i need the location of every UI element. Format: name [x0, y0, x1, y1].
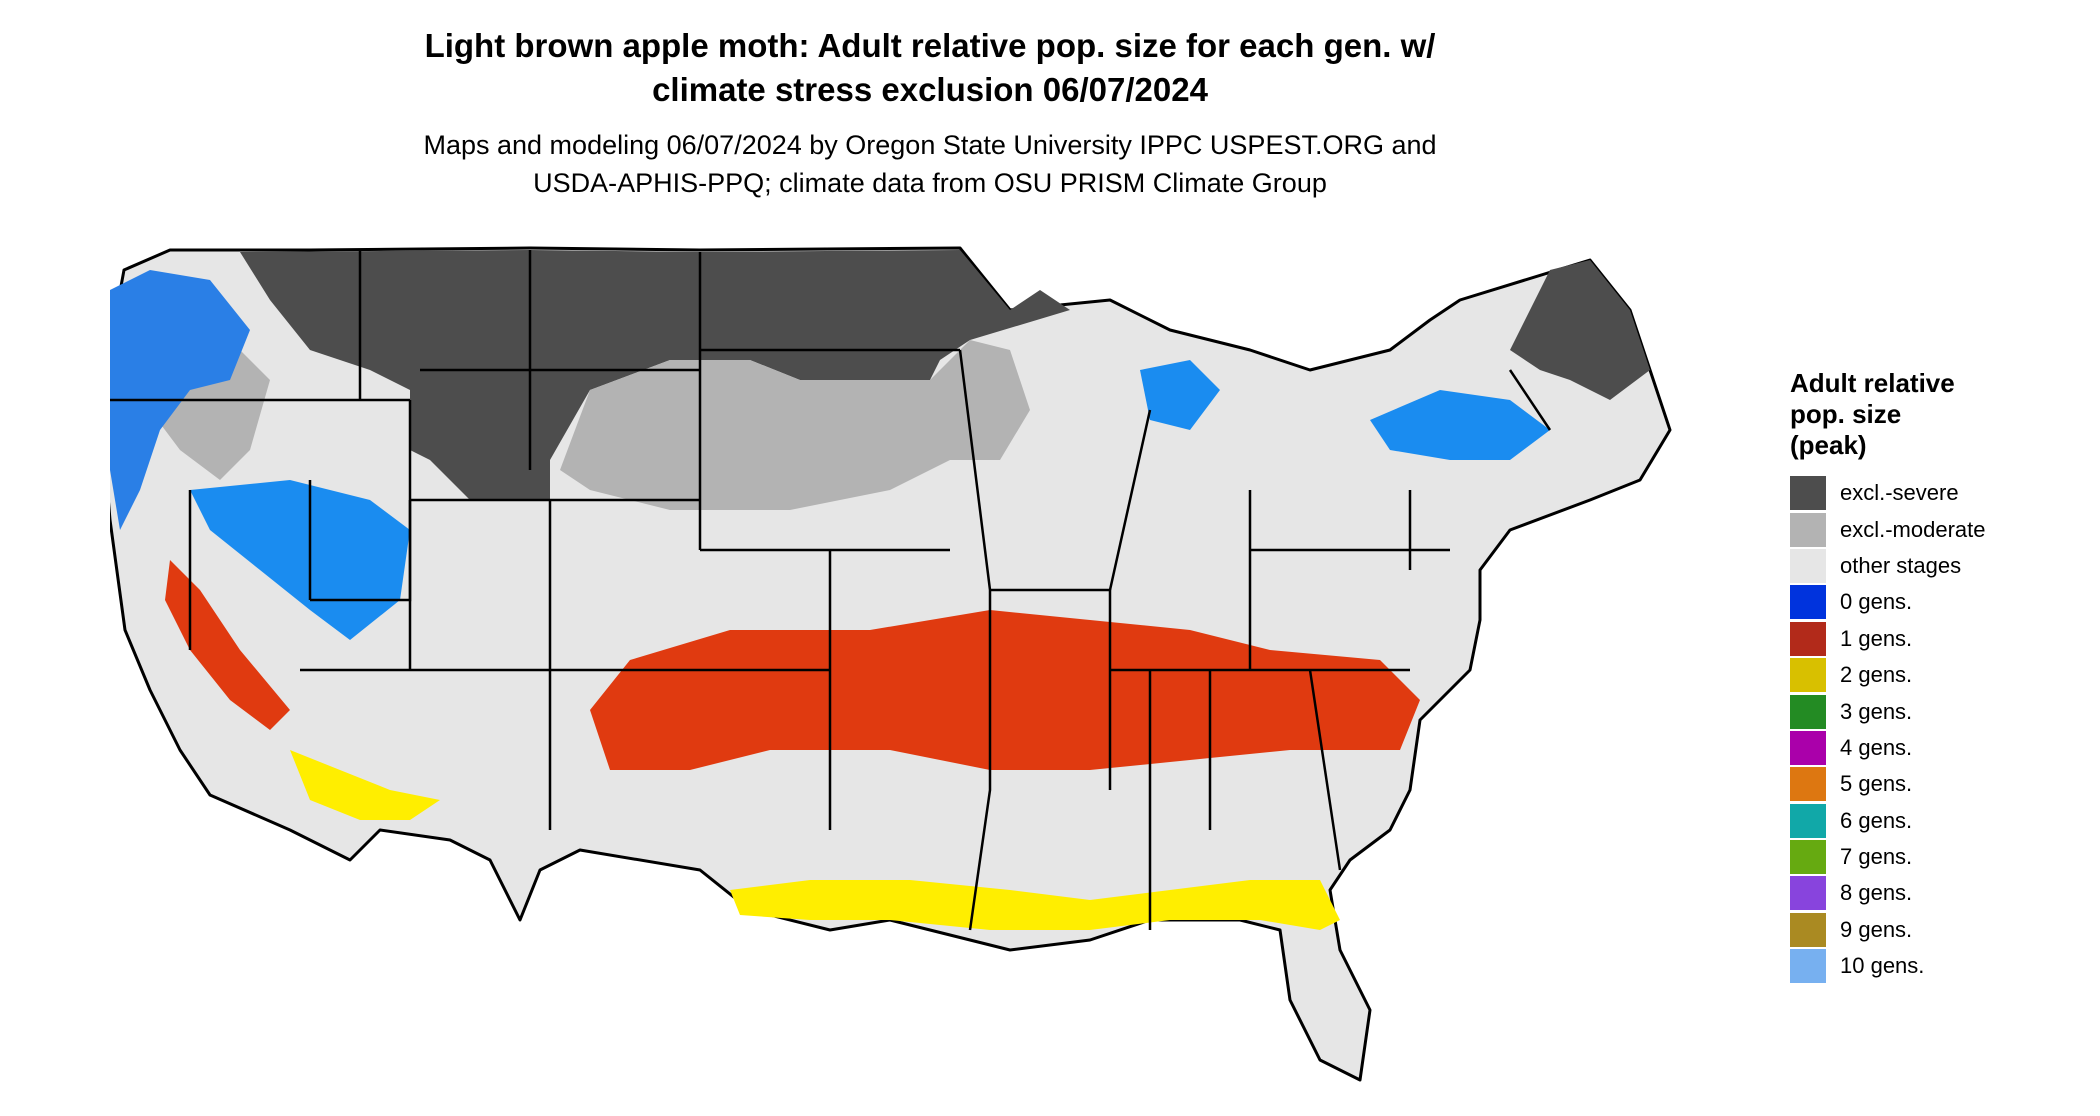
legend-label: 4 gens. — [1840, 734, 1913, 760]
legend-swatch — [1790, 694, 1826, 729]
region-1-gens-california — [165, 560, 290, 730]
legend-label: 6 gens. — [1840, 807, 1913, 833]
legend-label: 9 gens. — [1840, 916, 1913, 942]
legend-item: 5 gens. — [1790, 766, 2090, 802]
legend-label: other stages — [1840, 552, 1962, 578]
region-2-gens-southwest — [290, 750, 440, 820]
map-subtitle-line-1: Maps and modeling 06/07/2024 by Oregon S… — [423, 130, 1437, 160]
legend-items: excl.-severe excl.-moderate other stages 0 … — [1790, 475, 2090, 984]
legend-swatch — [1790, 476, 1826, 511]
legend: Adult relative pop. size (peak) excl.-se… — [1790, 368, 2090, 984]
region-excl-severe-northeast — [1510, 260, 1650, 400]
legend-item: 6 gens. — [1790, 803, 2090, 839]
legend-swatch — [1790, 767, 1826, 802]
region-excl-moderate — [560, 340, 1030, 510]
legend-swatch — [1790, 876, 1826, 911]
legend-swatch — [1790, 585, 1826, 620]
legend-swatch — [1790, 621, 1826, 656]
map-title-line-1: Light brown apple moth: Adult relative p… — [424, 27, 1436, 64]
legend-title: Adult relative pop. size (peak) — [1790, 368, 2090, 461]
legend-label: excl.-severe — [1840, 480, 1959, 506]
region-0-gens-northeast — [1370, 390, 1550, 460]
legend-title-line-1: Adult relative — [1790, 368, 1955, 398]
region-excl-severe-north — [240, 250, 1070, 500]
legend-label: excl.-moderate — [1840, 516, 1986, 542]
legend-title-line-2: pop. size — [1790, 399, 1902, 429]
map-title-line-2: climate stress exclusion 06/07/2024 — [652, 71, 1208, 108]
legend-item: 3 gens. — [1790, 693, 2090, 729]
legend-item: 10 gens. — [1790, 948, 2090, 984]
map-subtitle-line-2: USDA-APHIS-PPQ; climate data from OSU PR… — [533, 168, 1327, 198]
legend-label: 8 gens. — [1840, 880, 1913, 906]
legend-item: 9 gens. — [1790, 912, 2090, 948]
map-subtitle: Maps and modeling 06/07/2024 by Oregon S… — [280, 126, 1580, 202]
region-1-gens-belt — [590, 610, 1420, 770]
legend-label: 7 gens. — [1840, 844, 1913, 870]
legend-swatch — [1790, 912, 1826, 947]
legend-item: excl.-severe — [1790, 475, 2090, 511]
legend-item: 8 gens. — [1790, 875, 2090, 911]
legend-label: 1 gens. — [1840, 625, 1913, 651]
region-2-gens-gulf — [730, 880, 1340, 930]
us-map — [110, 246, 1672, 1082]
legend-item: 2 gens. — [1790, 657, 2090, 693]
legend-label: 3 gens. — [1840, 698, 1913, 724]
legend-title-line-3: (peak) — [1790, 430, 1867, 460]
legend-label: 2 gens. — [1840, 662, 1913, 688]
legend-swatch — [1790, 730, 1826, 765]
legend-item: 0 gens. — [1790, 584, 2090, 620]
legend-item: other stages — [1790, 548, 2090, 584]
legend-item: 7 gens. — [1790, 839, 2090, 875]
legend-label: 10 gens. — [1840, 953, 1925, 979]
map-title: Light brown apple moth: Adult relative p… — [280, 24, 1580, 112]
legend-swatch — [1790, 840, 1826, 875]
region-0-gens-great-lakes — [1140, 360, 1220, 430]
legend-item: 4 gens. — [1790, 730, 2090, 766]
legend-label: 0 gens. — [1840, 589, 1913, 615]
legend-swatch — [1790, 949, 1826, 984]
legend-swatch — [1790, 548, 1826, 583]
legend-label: 5 gens. — [1840, 771, 1913, 797]
state-boundaries — [110, 250, 1552, 931]
legend-swatch — [1790, 512, 1826, 547]
legend-swatch — [1790, 658, 1826, 693]
legend-item: excl.-moderate — [1790, 511, 2090, 547]
legend-item: 1 gens. — [1790, 621, 2090, 657]
legend-swatch — [1790, 803, 1826, 838]
